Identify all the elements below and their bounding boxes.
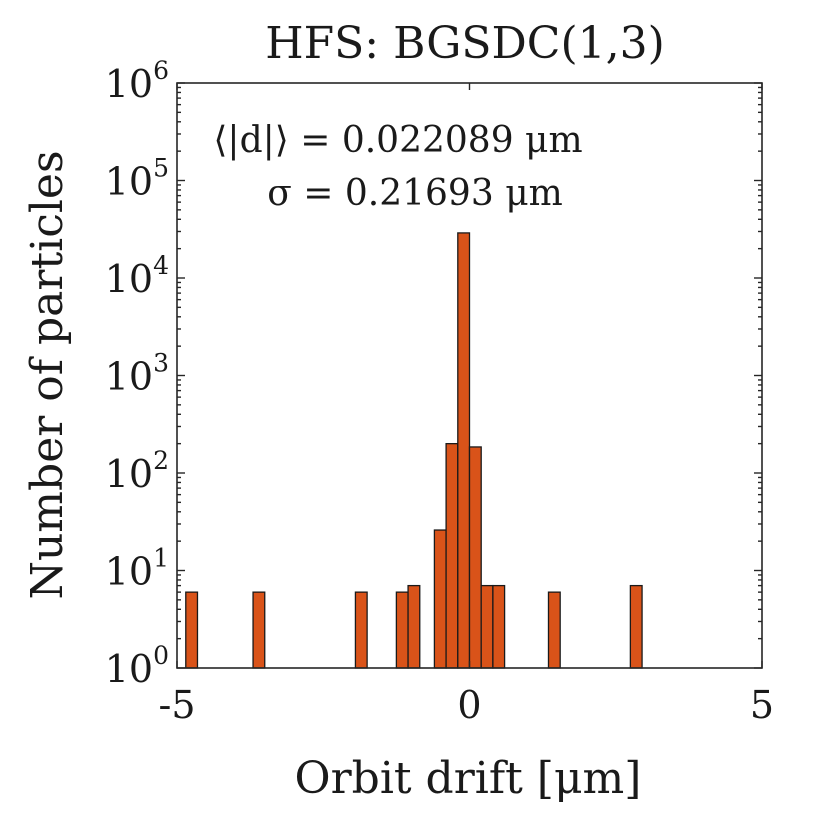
x-axis-ticks: -5 0 5 (158, 83, 774, 727)
histogram-bar (395, 591, 409, 669)
bars-group (185, 232, 643, 669)
y-tick-label: 100 (105, 641, 169, 691)
histogram-bar (468, 446, 482, 669)
x-tick-label: -5 (158, 683, 195, 727)
sigma-annotation: σ = 0.21693 μm (267, 173, 562, 214)
histogram-bar (457, 232, 471, 669)
histogram-bar (354, 591, 368, 669)
y-axis-label: Number of particles (22, 150, 73, 599)
histogram-bar (480, 584, 494, 669)
y-tick-label: 101 (105, 544, 169, 594)
histogram-bar (407, 584, 421, 669)
x-tick-label: 0 (457, 683, 481, 727)
y-tick-label: 103 (105, 349, 169, 399)
mean-drift-annotation: ⟨|d|⟩ = 0.022089 μm (213, 120, 582, 161)
y-tick-label: 106 (105, 56, 169, 106)
y-tick-label: 105 (105, 154, 169, 204)
histogram-bar (547, 591, 561, 669)
histogram-bar (433, 529, 447, 669)
histogram-bar (445, 442, 459, 669)
histogram-bar (492, 584, 506, 669)
x-axis-label: Orbit drift [μm] (295, 753, 642, 804)
histogram-bar (185, 591, 199, 669)
x-tick-label: 5 (750, 683, 774, 727)
y-axis-ticks: 100 101 102 103 104 105 106 (105, 56, 762, 691)
y-tick-label: 104 (105, 251, 169, 301)
histogram-bar (252, 591, 266, 669)
chart-title: HFS: BGSDC(1,3) (265, 18, 665, 69)
y-tick-label: 102 (105, 446, 169, 496)
histogram-bar (629, 584, 643, 669)
